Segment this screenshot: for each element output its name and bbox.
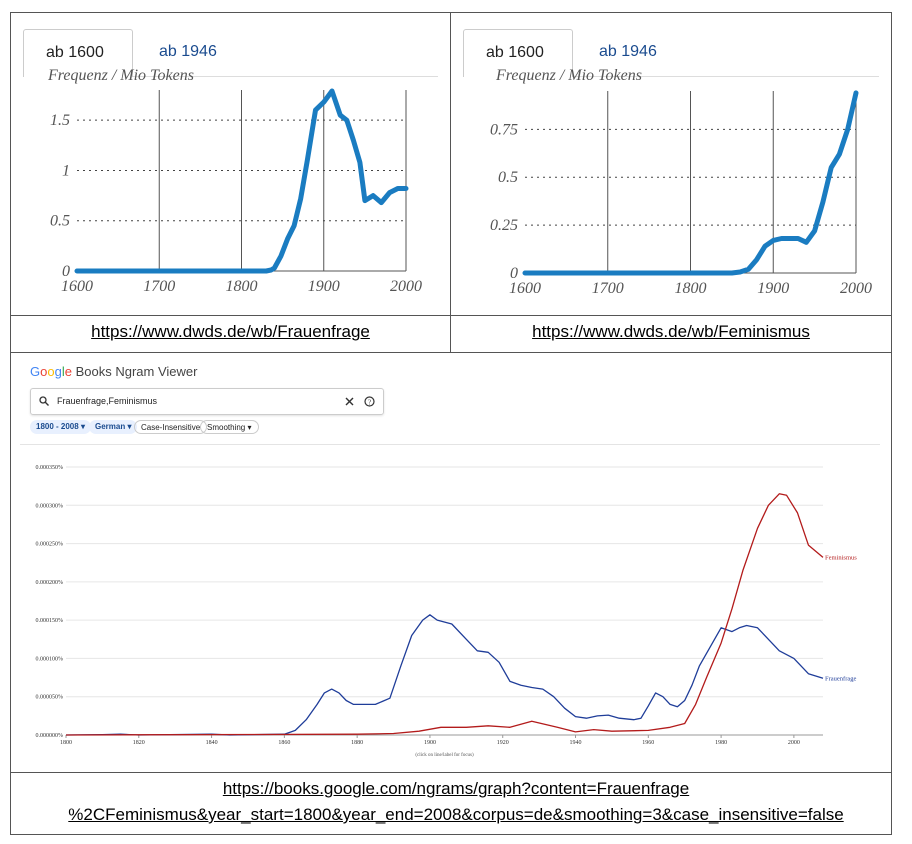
x-tick-label: 1600: [61, 278, 93, 295]
frame-top: [10, 12, 892, 13]
tab-ab-1946[interactable]: ab 1946: [159, 43, 217, 60]
y-tick-label: 0.25: [490, 217, 518, 234]
chip-smoothing[interactable]: Smoothing ▾: [200, 420, 259, 434]
series-line-feminismus: [65, 493, 824, 736]
x-tick-label: 1960: [642, 740, 654, 746]
link-ngram-line2[interactable]: %2CFeminismus&year_start=1800&year_end=2…: [68, 805, 844, 824]
x-tick-label: 1600: [509, 280, 541, 297]
y-tick-label: 0.75: [490, 121, 518, 138]
x-tick-label: 1800: [60, 740, 72, 746]
frame-bottom: [10, 834, 892, 835]
google-logo-letter: l: [61, 364, 65, 379]
y-tick-label: 0.000000%: [36, 733, 64, 739]
y-tick-label: 1: [62, 162, 70, 179]
series-label-frauenfrage: Frauenfrage: [825, 675, 857, 682]
chevron-down-icon: ▾: [247, 423, 252, 432]
y-tick-label: 1.5: [50, 112, 70, 129]
divider-bottom-link: [10, 772, 892, 773]
x-tick-label: 1920: [497, 740, 509, 746]
x-tick-label: 1940: [570, 740, 582, 746]
x-tick-label: 1900: [424, 740, 436, 746]
google-logo-letter: e: [64, 364, 72, 379]
chart-feminismus-dwds: 1600 1700 1800 1900 2000 0 0.25 0.5 0.75: [490, 90, 872, 297]
x-tick-label: 1800: [226, 278, 258, 295]
y-axis-title: Frequenz / Mio Tokens: [48, 67, 194, 84]
series-label-feminismus: Feminismus: [825, 554, 857, 561]
tab-bar: ab 1600 ab 1946: [463, 29, 879, 77]
series-line-frauenfrage: [65, 614, 824, 736]
google-logo-letter: o: [40, 364, 48, 379]
x-tick-label: 2000: [390, 278, 422, 295]
x-tick-label: 2000: [788, 740, 800, 746]
y-axis-title: Frequenz / Mio Tokens: [496, 67, 642, 84]
google-logo-letter: G: [30, 364, 41, 379]
focus-hint: (click on line/label for focus): [415, 753, 474, 758]
chart-ngram: 0.000000% 0.000050% 0.000100% 0.000150% 0.00…: [36, 465, 858, 758]
divider-middle: [10, 352, 892, 353]
google-logo-letter: o: [47, 364, 55, 379]
y-tick-label: 0: [510, 265, 518, 282]
frame-right: [891, 12, 892, 835]
series-line: [522, 90, 859, 276]
chart-frauenfrage-dwds: 1600 1700 1800 1900 2000 0 0.5 1 1.5: [50, 88, 422, 295]
y-tick-label: 0.000100%: [36, 656, 64, 662]
x-tick-label: 1880: [351, 740, 363, 746]
tab-bar: ab 1600 ab 1946: [23, 29, 438, 77]
dwds-panel-frauenfrage: ab 1600 ab 1946 Frequenz / Mio Tokens 16…: [11, 13, 450, 315]
search-box[interactable]: Frauenfrage,Feminismus ?: [30, 388, 384, 415]
y-tick-label: 0.5: [50, 213, 70, 230]
y-tick-label: 0.000050%: [36, 695, 64, 701]
x-tick-label: 1820: [133, 740, 145, 746]
series-line: [74, 88, 409, 274]
tab-ab-1600[interactable]: ab 1600: [463, 29, 573, 77]
y-tick-label: 0.000250%: [36, 542, 64, 548]
x-tick-label: 1840: [206, 740, 218, 746]
link-ngram-line1[interactable]: https://books.google.com/ngrams/graph?co…: [222, 779, 690, 798]
y-tick-label: 0.5: [498, 169, 518, 186]
svg-text:?: ?: [368, 398, 371, 406]
y-tick-label: 0: [62, 263, 70, 280]
y-tick-label: 0.000300%: [36, 503, 64, 509]
dwds-panel-feminismus: ab 1600 ab 1946 Frequenz / Mio Tokens 16…: [451, 13, 891, 315]
x-tick-label: 1700: [143, 278, 175, 295]
chip-year-range[interactable]: 1800 - 2008 ▾: [30, 420, 91, 434]
brand-rest-text: Books Ngram Viewer: [75, 364, 198, 379]
tab-ab-1600[interactable]: ab 1600: [23, 29, 133, 77]
x-tick-label: 1900: [308, 278, 340, 295]
tab-underline: [573, 76, 879, 77]
google-logo: Google: [30, 364, 72, 379]
y-tick-label: 0.000350%: [36, 465, 64, 471]
y-tick-label: 0.000200%: [36, 580, 64, 586]
tab-ab-1946[interactable]: ab 1946: [599, 43, 657, 60]
tab-underline: [133, 76, 438, 77]
x-tick-label: 1900: [757, 280, 789, 297]
link-dwds-feminismus[interactable]: https://www.dwds.de/wb/Feminismus: [532, 322, 810, 341]
divider-link-row: [10, 315, 892, 316]
help-icon[interactable]: ?: [364, 396, 375, 407]
clear-icon[interactable]: [345, 397, 354, 406]
chevron-down-icon: ▾: [127, 422, 132, 431]
chip-corpus[interactable]: German ▾: [89, 420, 138, 434]
link-dwds-frauenfrage[interactable]: https://www.dwds.de/wb/Frauenfrage: [91, 322, 370, 341]
divider-vertical: [450, 12, 451, 352]
chevron-down-icon: ▾: [80, 422, 85, 431]
search-input[interactable]: Frauenfrage,Feminismus: [57, 396, 158, 406]
x-tick-label: 1800: [675, 280, 707, 297]
chip-case-insensitive[interactable]: Case-Insensitive: [134, 420, 208, 434]
search-icon: [39, 396, 49, 406]
google-logo-letter: g: [54, 364, 62, 379]
y-tick-label: 0.000150%: [36, 618, 64, 624]
x-tick-label: 1700: [592, 280, 624, 297]
x-tick-label: 1980: [715, 740, 727, 746]
frame-left: [10, 12, 11, 835]
google-books-ngram-logo: Google Books Ngram Viewer: [30, 364, 197, 379]
x-tick-label: 2000: [840, 280, 872, 297]
x-tick-label: 1860: [278, 740, 290, 746]
controls-divider: [20, 444, 880, 445]
